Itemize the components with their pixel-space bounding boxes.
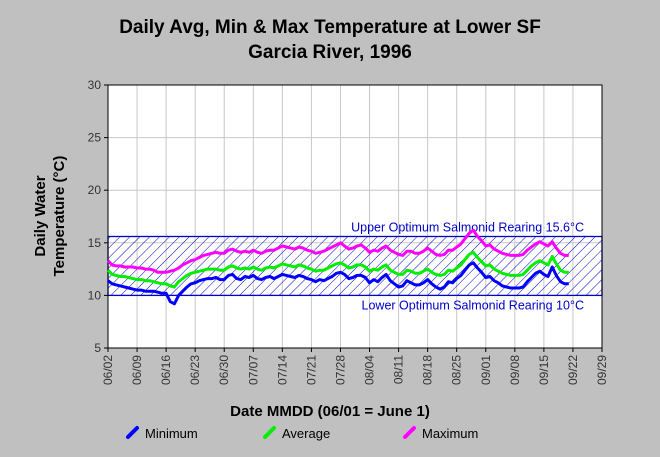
upper-band-label: Upper Optimum Salmonid Rearing 15.6°C <box>351 220 584 234</box>
x-tick-label: 06/23 <box>188 355 202 385</box>
x-tick-label: 08/11 <box>392 355 406 384</box>
y-tick-label: 25 <box>88 131 102 145</box>
x-tick-label: 08/04 <box>363 355 377 385</box>
legend-label-minimum: Minimum <box>145 426 198 441</box>
x-tick-label: 08/25 <box>450 355 464 385</box>
y-tick-label: 15 <box>88 236 102 250</box>
x-tick-label: 07/28 <box>333 355 347 385</box>
series-line-maximum <box>106 228 569 274</box>
plot-frame <box>107 84 603 349</box>
x-tick-label: 07/14 <box>275 355 289 385</box>
x-tick-label: 09/29 <box>595 355 609 385</box>
chart-title: Daily Avg, Min & Max Temperature at Lowe… <box>119 17 541 38</box>
plot-area <box>108 85 602 348</box>
x-tick-label: 09/08 <box>508 355 522 385</box>
legend-swatch-average <box>263 426 276 439</box>
legend-label-average: Average <box>282 426 330 441</box>
legend-label-maximum: Maximum <box>422 426 478 441</box>
lower-band-label: Lower Optimum Salmonid Rearing 10°C <box>362 298 584 312</box>
y-tick-label: 10 <box>88 288 102 302</box>
y-axis-title: Daily Water Temperature (°C) <box>32 156 68 277</box>
y-tick-label: 5 <box>94 341 101 355</box>
y-axis-title-line: Daily Water <box>32 175 49 256</box>
legend-swatch-minimum <box>126 426 139 439</box>
x-tick-label: 07/21 <box>304 355 318 385</box>
x-tick-label: 06/09 <box>130 355 144 385</box>
x-tick-label: 08/18 <box>421 355 435 385</box>
x-tick-label: 09/01 <box>479 355 493 385</box>
y-tick-label: 30 <box>88 78 102 92</box>
y-axis-title-line: Temperature (°C) <box>51 156 68 277</box>
x-tick-label: 06/16 <box>159 355 173 385</box>
x-tick-label: 06/02 <box>101 355 115 385</box>
y-tick-label: 20 <box>88 183 102 197</box>
series-line-average <box>106 250 569 289</box>
chart-subtitle: Garcia River, 1996 <box>248 42 412 63</box>
x-tick-label: 09/22 <box>566 355 580 385</box>
x-tick-label: 07/07 <box>246 355 260 385</box>
x-tick-label: 06/30 <box>217 355 231 385</box>
series-line-minimum <box>107 261 569 306</box>
legend-swatch-maximum <box>403 426 416 439</box>
x-tick-label: 09/15 <box>537 355 551 385</box>
x-axis-title: Date MMDD (06/01 = June 1) <box>230 403 430 420</box>
